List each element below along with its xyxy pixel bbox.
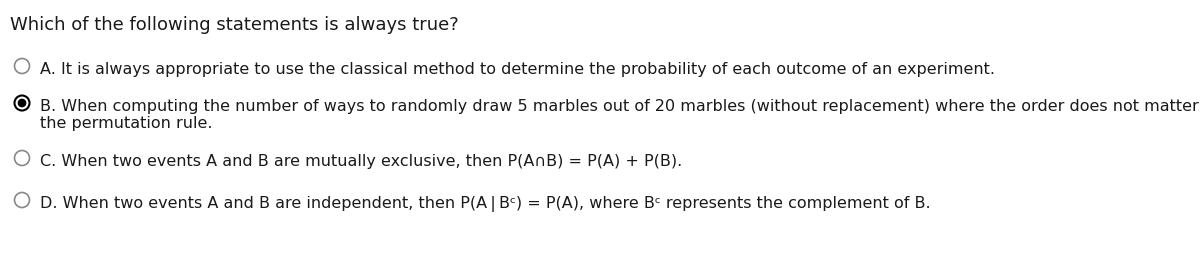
Text: B. When computing the number of ways to randomly draw 5 marbles out of 20 marble: B. When computing the number of ways to … (40, 99, 1200, 114)
Text: A. It is always appropriate to use the classical method to determine the probabi: A. It is always appropriate to use the c… (40, 62, 995, 77)
Circle shape (18, 99, 26, 107)
Circle shape (14, 96, 30, 110)
Text: Which of the following statements is always true?: Which of the following statements is alw… (10, 16, 458, 34)
Circle shape (14, 58, 30, 73)
Circle shape (14, 151, 30, 166)
Circle shape (14, 193, 30, 208)
Text: D. When two events A and B are independent, then P(A | Bᶜ) = P(A), where Bᶜ repr: D. When two events A and B are independe… (40, 196, 931, 212)
Text: C. When two events A and B are mutually exclusive, then P(A∩B) = P(A) + P(B).: C. When two events A and B are mutually … (40, 154, 683, 169)
Text: the permutation rule.: the permutation rule. (40, 116, 212, 131)
